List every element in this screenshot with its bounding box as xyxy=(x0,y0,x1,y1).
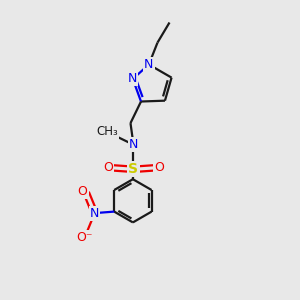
Text: O: O xyxy=(78,185,88,198)
Text: CH₃: CH₃ xyxy=(97,125,118,138)
Text: N: N xyxy=(90,207,99,220)
Text: O⁻: O⁻ xyxy=(76,231,93,244)
Text: S: S xyxy=(128,162,139,176)
Text: N: N xyxy=(129,138,138,151)
Text: O: O xyxy=(154,161,164,174)
Text: N: N xyxy=(128,73,137,85)
Text: O: O xyxy=(103,161,113,174)
Text: N: N xyxy=(144,58,154,71)
